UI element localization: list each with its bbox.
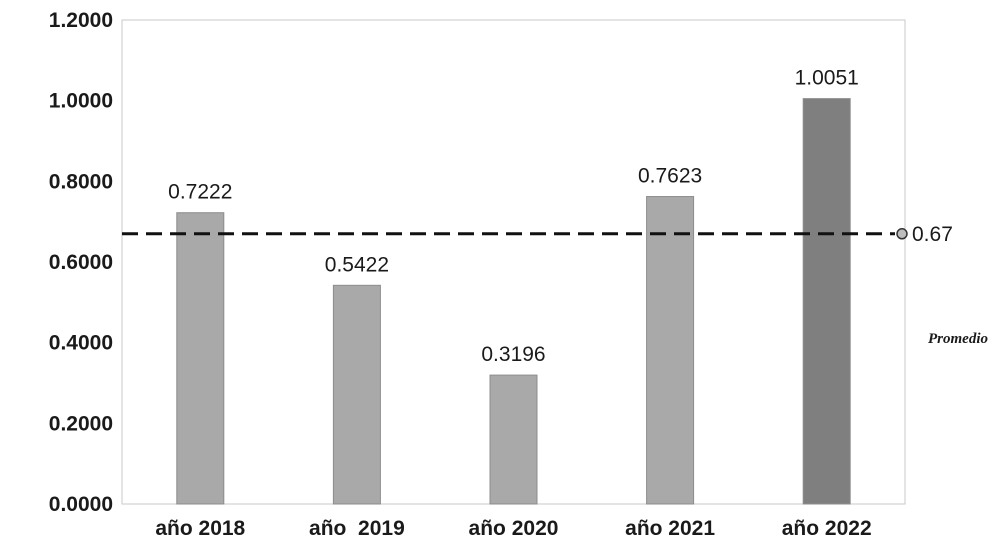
y-tick-label: 1.0000 — [49, 90, 113, 113]
x-tick-label: año 2019 — [309, 517, 405, 540]
x-tick-label: año 2018 — [155, 517, 245, 540]
y-tick-label: 0.2000 — [49, 412, 113, 435]
x-axis-ticks: año 2018 año 2019 año 2020 año 2021 año 2022 — [155, 517, 871, 540]
y-tick-label: 0.4000 — [49, 332, 113, 355]
x-tick-label: año 2022 — [782, 517, 872, 540]
bar — [489, 374, 538, 505]
average-name-label: Promedio — [928, 331, 988, 347]
average-marker — [896, 228, 908, 240]
y-tick-label: 0.8000 — [49, 170, 113, 193]
bar-value-label: 0.3196 — [481, 343, 545, 366]
bars — [176, 98, 851, 505]
bar — [802, 98, 851, 505]
bar-value-label: 0.7222 — [168, 181, 232, 204]
bar-value-label: 1.0051 — [795, 67, 859, 90]
y-axis-ticks: 0.0000 0.2000 0.4000 0.6000 0.8000 1.0000 1.20… — [49, 9, 113, 516]
x-tick-label: año 2020 — [469, 517, 559, 540]
y-tick-label: 0.6000 — [49, 251, 113, 274]
y-tick-label: 0.0000 — [49, 493, 113, 516]
data-labels: 0.7222 0.5422 0.3196 0.7623 1.0051 — [168, 67, 859, 366]
bar — [646, 196, 695, 505]
x-tick-label: año 2021 — [625, 517, 715, 540]
bar-value-label: 0.5422 — [325, 253, 389, 276]
bar — [332, 284, 381, 505]
bar-value-label: 0.7623 — [638, 165, 702, 188]
bar — [176, 212, 225, 505]
average-value-label: 0.67 — [912, 223, 953, 246]
y-tick-label: 1.2000 — [49, 9, 113, 32]
